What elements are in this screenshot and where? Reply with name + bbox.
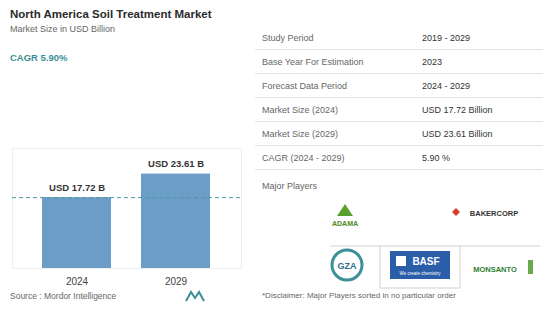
svg-text:USD 17.72 B: USD 17.72 B: [49, 182, 105, 193]
html-text:2024 - 2029: 2024 - 2029: [422, 80, 470, 91]
html-text:CAGR 5.90%: CAGR 5.90%: [10, 52, 68, 63]
svg-text:ADAMA: ADAMA: [332, 220, 358, 227]
html-text:Major Players: Major Players: [262, 181, 317, 191]
html-text:North America Soil Treatment M: North America Soil Treatment Market: [10, 8, 212, 20]
html-text:*Disclaimer: Major Players sor: *Disclaimer: Major Players sorted in no …: [262, 291, 456, 300]
html-text:USD 23.61 Billion: USD 23.61 Billion: [422, 128, 493, 139]
html-text:Forecast Data Period: Forecast Data Period: [262, 80, 347, 91]
svg-text:MONSANTO: MONSANTO: [473, 265, 517, 274]
svg-text:2029: 2029: [165, 276, 188, 287]
html-text:Market Size (2024): Market Size (2024): [262, 104, 338, 115]
html-text:Market Size in USD Billion: Market Size in USD Billion: [10, 24, 115, 34]
html-text:Market Size (2029): Market Size (2029): [262, 128, 338, 139]
html-text:USD 17.72 Billion: USD 17.72 Billion: [422, 104, 493, 115]
svg-text:BASF: BASF: [412, 256, 439, 267]
html-text:Source : Mordor Intelligence: Source : Mordor Intelligence: [10, 291, 117, 301]
svg-text:BAKERCORP: BAKERCORP: [470, 209, 518, 218]
svg-text:We create chemistry: We create chemistry: [400, 271, 442, 276]
html-text:2019 - 2029: 2019 - 2029: [422, 32, 470, 43]
html-text:2023: 2023: [422, 56, 442, 67]
svg-text:GZA: GZA: [338, 261, 357, 271]
svg-text:2024: 2024: [66, 276, 89, 287]
html-text:CAGR (2024 - 2029): CAGR (2024 - 2029): [262, 152, 345, 163]
svg-text:USD 23.61 B: USD 23.61 B: [148, 158, 204, 169]
html-text:5.90 %: 5.90 %: [422, 152, 450, 163]
html-text:Base Year For Estimation: Base Year For Estimation: [262, 56, 364, 67]
html-text:Study Period: Study Period: [262, 32, 314, 43]
